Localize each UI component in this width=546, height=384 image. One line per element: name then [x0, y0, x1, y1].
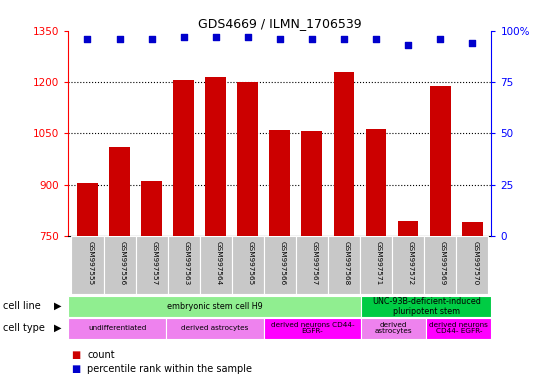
Bar — [104, 236, 135, 294]
Bar — [424, 236, 456, 294]
Text: GSM997564: GSM997564 — [216, 241, 222, 285]
Bar — [334, 72, 354, 236]
Bar — [392, 236, 424, 294]
Bar — [397, 221, 418, 236]
Text: GSM997567: GSM997567 — [312, 241, 318, 285]
Point — [372, 36, 381, 42]
Point — [115, 36, 124, 42]
Bar — [366, 129, 387, 236]
Text: derived
astrocytes: derived astrocytes — [375, 322, 413, 334]
Bar — [166, 318, 264, 339]
Title: GDS4669 / ILMN_1706539: GDS4669 / ILMN_1706539 — [198, 17, 361, 30]
Text: GSM997565: GSM997565 — [248, 241, 254, 285]
Bar — [77, 183, 98, 236]
Bar — [269, 130, 290, 236]
Text: embryonic stem cell H9: embryonic stem cell H9 — [167, 302, 263, 311]
Bar — [430, 86, 450, 236]
Bar — [135, 236, 168, 294]
Text: derived neurons CD44-
EGFR-: derived neurons CD44- EGFR- — [271, 322, 354, 334]
Bar — [205, 77, 226, 236]
Text: GSM997572: GSM997572 — [408, 241, 414, 285]
Point — [340, 36, 348, 42]
Point — [468, 40, 477, 46]
Point — [403, 42, 412, 48]
Bar — [168, 236, 200, 294]
Text: ■: ■ — [71, 364, 80, 374]
Text: GSM997570: GSM997570 — [472, 241, 478, 285]
Bar — [361, 318, 426, 339]
Bar — [238, 82, 258, 236]
Bar — [301, 131, 322, 236]
Text: cell type: cell type — [3, 323, 45, 333]
Bar — [264, 318, 361, 339]
Text: derived neurons
CD44- EGFR-: derived neurons CD44- EGFR- — [429, 322, 488, 334]
Point — [83, 36, 92, 42]
Text: cell line: cell line — [3, 301, 40, 311]
Bar — [68, 296, 361, 317]
Point — [179, 34, 188, 40]
Bar — [109, 147, 130, 236]
Bar — [426, 318, 491, 339]
Text: percentile rank within the sample: percentile rank within the sample — [87, 364, 252, 374]
Bar — [328, 236, 360, 294]
Text: ▶: ▶ — [54, 301, 61, 311]
Bar — [72, 236, 104, 294]
Text: GSM997569: GSM997569 — [440, 241, 446, 285]
Bar — [232, 236, 264, 294]
Bar — [264, 236, 296, 294]
Text: ■: ■ — [71, 350, 80, 360]
Text: GSM997566: GSM997566 — [280, 241, 286, 285]
Bar — [68, 318, 166, 339]
Point — [436, 36, 444, 42]
Bar — [200, 236, 232, 294]
Bar — [462, 222, 483, 236]
Point — [244, 34, 252, 40]
Text: ▶: ▶ — [54, 323, 61, 333]
Text: GSM997563: GSM997563 — [183, 241, 189, 285]
Bar — [296, 236, 328, 294]
Bar — [173, 80, 194, 236]
Text: GSM997557: GSM997557 — [152, 241, 158, 285]
Bar — [456, 236, 488, 294]
Text: UNC-93B-deficient-induced
pluripotent stem: UNC-93B-deficient-induced pluripotent st… — [372, 296, 480, 316]
Text: derived astrocytes: derived astrocytes — [181, 325, 248, 331]
Text: GSM997571: GSM997571 — [376, 241, 382, 285]
Point — [147, 36, 156, 42]
Bar — [361, 296, 491, 317]
Text: GSM997556: GSM997556 — [120, 241, 126, 285]
Bar — [360, 236, 392, 294]
Text: count: count — [87, 350, 115, 360]
Point — [211, 34, 220, 40]
Point — [307, 36, 316, 42]
Bar — [141, 181, 162, 236]
Text: GSM997568: GSM997568 — [344, 241, 350, 285]
Text: undifferentiated: undifferentiated — [88, 325, 146, 331]
Text: GSM997555: GSM997555 — [87, 241, 93, 285]
Point — [276, 36, 284, 42]
